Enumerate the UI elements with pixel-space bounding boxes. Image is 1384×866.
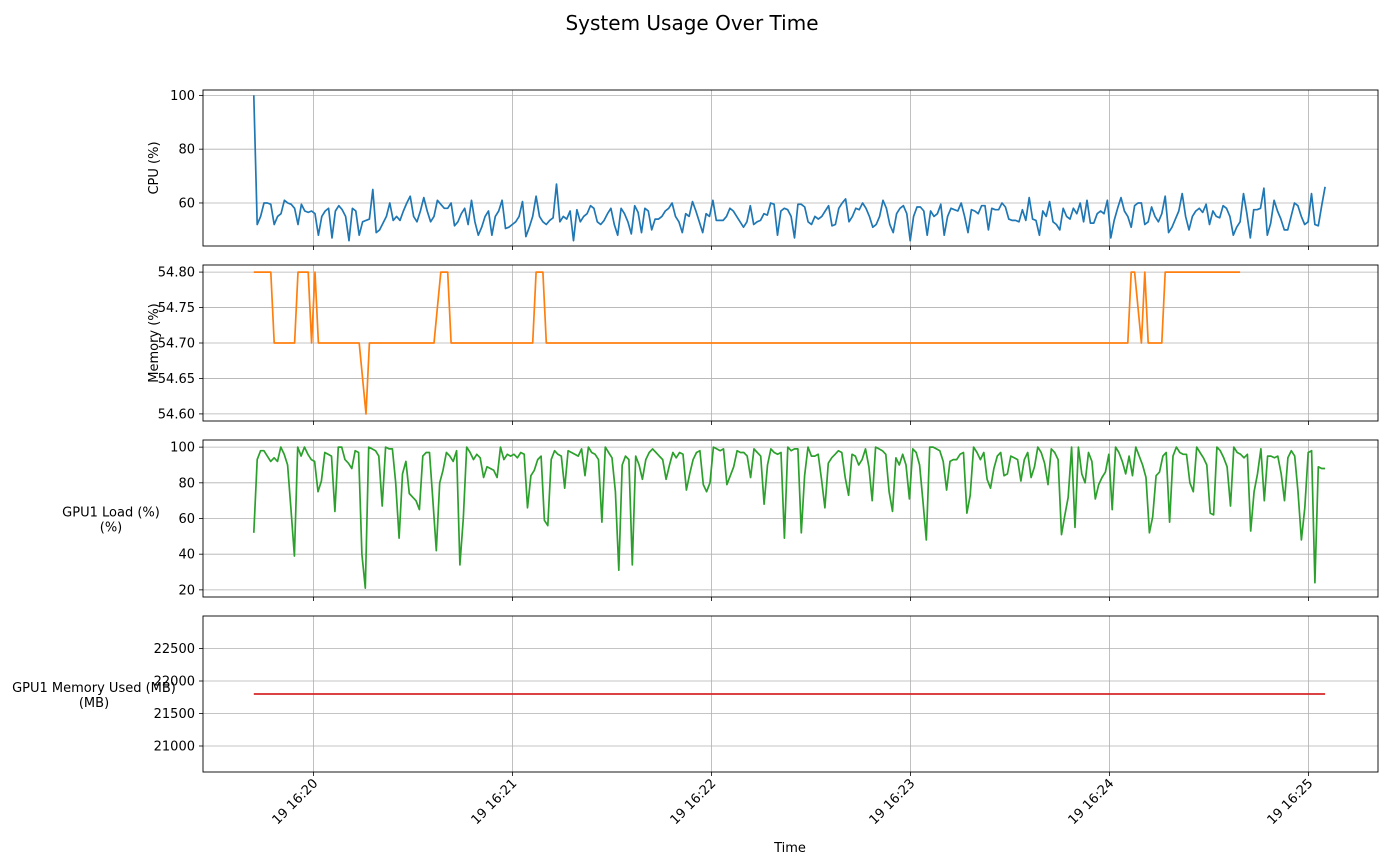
y-tick-label: 54.70 [158,337,195,352]
panel-memory: 54.60 54.65 54.70 54.75 54.80 Memory (%) [147,264,1379,425]
panel-frame [202,89,1379,247]
x-tick-label: 19 16:23 [867,776,919,828]
y-tick-label: 20 [178,583,195,598]
y-tick-label: 22000 [154,675,195,690]
panel-gpu_load: 20 40 60 80 100 GPU1 Load (%) (%) [62,439,1379,601]
y-axis-label: GPU1 Memory Used (MB) (MB) [12,681,176,711]
x-axis-label: Time [773,841,806,856]
y-axis-label: Memory (%) [147,303,162,383]
series-line-memory [253,271,1241,415]
y-axis-label: GPU1 Load (%) (%) [62,506,160,536]
panel-frame [202,439,1379,598]
series-line-gpu_load [252,446,1326,589]
panels-layer: 60 80 100 CPU (%) 54.60 54.65 54.70 54.75 54.80 M… [12,89,1379,828]
x-tick-label: 19 16:25 [1265,776,1317,828]
y-tick-label: 100 [170,89,195,104]
y-tick-label: 21000 [154,740,195,755]
y-tick-label: 54.60 [158,407,195,422]
panel-cpu: 60 80 100 CPU (%) [147,89,1379,250]
y-tick-label: 54.65 [158,372,195,387]
x-tick-label: 19 16:20 [270,776,322,828]
x-tick-label: 19 16:21 [469,776,521,828]
y-tick-label: 22500 [154,642,195,657]
y-tick-label: 60 [178,196,195,211]
y-tick-label: 54.80 [158,266,195,281]
y-tick-label: 60 [178,512,195,527]
y-tick-label: 40 [178,548,195,563]
chart-title: System Usage Over Time [565,11,818,35]
series-line-cpu [252,95,1326,242]
panel-gpu_mem: 21000 21500 22000 22500 GPU1 Memory Used (MB… [12,615,1379,776]
y-tick-label: 80 [178,143,195,158]
panel-frame [202,615,1379,773]
x-tick-label: 19 16:24 [1066,776,1118,828]
y-tick-label: 54.75 [158,301,195,316]
y-tick-label: 80 [178,476,195,491]
y-axis-label: CPU (%) [147,141,162,194]
y-tick-label: 100 [170,441,195,456]
x-tick-label: 19 16:22 [668,776,720,828]
y-tick-label: 21500 [154,707,195,722]
panel-frame [202,264,1379,422]
